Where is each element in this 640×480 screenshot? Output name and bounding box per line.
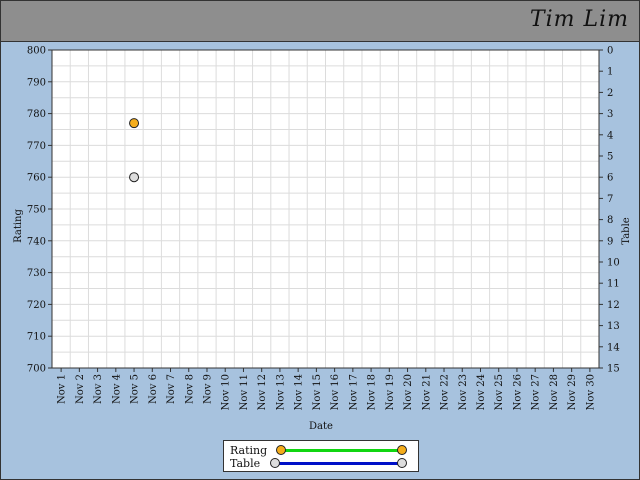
y2-tick-label: 4	[607, 130, 613, 141]
y-tick-label: 800	[27, 46, 46, 57]
y2-tick-label: 10	[607, 258, 620, 269]
y-tick-label: 760	[27, 173, 46, 184]
y-tick-label: 710	[27, 332, 46, 343]
y2-tick-label: 14	[607, 342, 620, 353]
x-tick-label: Nov 20	[403, 374, 414, 410]
y2-tick-label: 11	[607, 279, 620, 290]
y2-tick-label: 8	[607, 215, 613, 226]
x-tick-label: Nov 22	[440, 374, 451, 410]
legend-marker-rating	[276, 445, 286, 455]
y2-tick-label: 1	[607, 67, 613, 78]
y-tick-label: 790	[27, 77, 46, 88]
x-tick-label: Nov 21	[421, 374, 432, 410]
x-tick-label: Nov 17	[348, 374, 359, 410]
x-tick-label: Nov 25	[494, 374, 505, 410]
x-tick-label: Nov 24	[476, 374, 487, 410]
x-tick-label: Nov 3	[93, 374, 104, 404]
x-tick-label: Nov 30	[585, 374, 596, 410]
y2-tick-label: 7	[607, 194, 613, 205]
legend-marker-table	[270, 458, 280, 468]
data-point-table	[129, 172, 140, 183]
x-tick-label: Nov 7	[166, 374, 177, 404]
y2-tick-label: 2	[607, 88, 613, 99]
legend-label-rating: Rating	[230, 444, 268, 457]
y-tick-label: 770	[27, 141, 46, 152]
y2-tick-label: 9	[607, 236, 613, 247]
y2-tick-label: 5	[607, 152, 613, 163]
x-tick-label: Nov 2	[75, 374, 86, 404]
y-tick-label: 730	[27, 268, 46, 279]
y-tick-label: 740	[27, 236, 46, 247]
y2-tick-label: 12	[607, 300, 620, 311]
x-tick-label: Nov 18	[367, 374, 378, 410]
y2-tick-label: 3	[607, 109, 613, 120]
x-tick-label: Nov 11	[239, 374, 250, 410]
x-tick-label: Nov 10	[221, 374, 232, 410]
x-tick-label: Nov 28	[549, 374, 560, 410]
player-name: Tim Lim	[529, 7, 629, 32]
x-tick-label: Nov 6	[148, 374, 159, 404]
x-tick-label: Nov 26	[512, 374, 523, 410]
x-tick-label: Nov 14	[294, 374, 305, 410]
y-tick-label: 700	[27, 364, 46, 375]
x-tick-label: Nov 23	[458, 374, 469, 410]
header-bar: Tim Lim	[1, 1, 639, 42]
legend-marker-table	[397, 458, 407, 468]
legend-line-table	[276, 462, 402, 465]
y2-axis-label: Table	[621, 217, 632, 244]
x-tick-label: Nov 12	[257, 374, 268, 410]
grid	[52, 50, 599, 368]
x-tick-label: Nov 9	[202, 374, 213, 404]
x-tick-label: Nov 8	[184, 374, 195, 404]
x-tick-label: Nov 1	[57, 374, 68, 404]
legend-label-table: Table	[230, 457, 261, 470]
x-tick-label: Nov 15	[312, 374, 323, 410]
x-tick-label: Nov 19	[385, 374, 396, 410]
x-tick-label: Nov 5	[130, 374, 141, 404]
y-axis-label: Rating	[13, 209, 24, 243]
x-tick-label: Nov 29	[567, 374, 578, 410]
x-tick-label: Nov 13	[275, 374, 286, 410]
legend-item-table: Table	[224, 457, 418, 471]
y-axis-ticks: 700 710 720 730 740 750 760 770 780 790 800	[27, 46, 52, 375]
y2-tick-label: 13	[607, 321, 620, 332]
x-tick-label: Nov 16	[330, 374, 341, 410]
y2-tick-label: 6	[607, 173, 613, 184]
legend: Rating Table	[223, 440, 419, 472]
y-tick-label: 780	[27, 109, 46, 120]
y2-tick-label: 0	[607, 46, 613, 57]
x-axis-label: Date	[309, 421, 333, 432]
legend-marker-rating	[397, 445, 407, 455]
x-axis-ticks: Nov 1 Nov 2 Nov 3 Nov 4 Nov 5 Nov 6 Nov 7 Nov 8…	[57, 368, 596, 410]
y-tick-label: 720	[27, 300, 46, 311]
x-tick-label: Nov 27	[531, 374, 542, 410]
legend-line-rating	[282, 449, 402, 452]
y2-tick-label: 15	[607, 364, 620, 375]
y-tick-label: 750	[27, 205, 46, 216]
legend-item-rating: Rating	[224, 444, 418, 458]
x-tick-label: Nov 4	[111, 374, 122, 404]
data-points	[129, 118, 140, 183]
data-point-rating	[129, 118, 140, 129]
